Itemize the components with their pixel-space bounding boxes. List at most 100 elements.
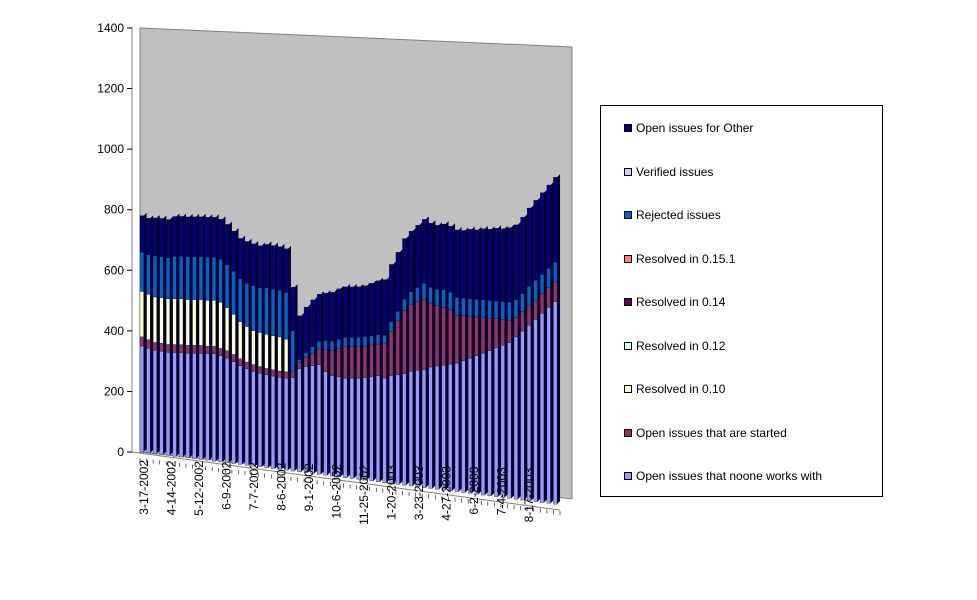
bar-segment: [284, 339, 289, 373]
bar-segment: [257, 366, 262, 374]
bar-segment: [553, 301, 558, 505]
x-tick-label: 10-6-2002: [330, 464, 344, 519]
bar-segment: [356, 286, 361, 338]
bar-segment: [323, 293, 328, 341]
bar-segment: [507, 302, 512, 321]
bar-stack: [349, 283, 357, 479]
bar-stack: [231, 228, 239, 464]
bar-segment: [317, 341, 321, 350]
bar-stack: [507, 224, 515, 499]
bar-side: [543, 189, 547, 503]
x-axis: 3-17-2002 4-14-2002 5-12-2002 6-9-2002 7-7-2…: [137, 458, 561, 525]
bar-segment: [422, 219, 426, 284]
bar-segment: [185, 216, 190, 257]
bar-stack: [198, 213, 206, 460]
bar-stack: [185, 213, 193, 458]
bar-segment: [172, 216, 177, 257]
bar-stack: [244, 238, 252, 466]
bar-segment: [185, 299, 190, 346]
bar-segment: [271, 375, 276, 469]
bar-segment: [185, 353, 190, 458]
bar-segment: [330, 340, 335, 351]
bar-segment: [205, 353, 210, 461]
bar-segment: [244, 326, 249, 363]
bar-segment: [323, 340, 328, 350]
bar-segment: [257, 373, 262, 468]
bar-segment: [139, 336, 144, 347]
bar-stack: [369, 280, 377, 482]
bar-segment: [435, 225, 440, 290]
bar-segment: [330, 350, 335, 376]
bar-segment: [179, 216, 184, 257]
bar-segment: [520, 293, 525, 312]
bar-segment: [461, 230, 466, 299]
bar-segment: [277, 370, 282, 378]
bar-side: [360, 283, 364, 480]
bar-segment: [336, 376, 341, 477]
legend-label: Open issues that are started: [636, 425, 787, 440]
bar-segment: [527, 207, 531, 287]
bar-side: [452, 223, 456, 491]
bar-segment: [356, 337, 361, 347]
legend-label: Resolved in 0.15.1: [636, 251, 736, 266]
bar-segment: [277, 290, 282, 338]
bar-side: [412, 228, 416, 486]
legend-swatch: [624, 298, 632, 306]
bar-segment: [513, 224, 518, 300]
bar-segment: [369, 283, 374, 336]
bar-segment: [553, 281, 558, 302]
bar-stack: [271, 242, 278, 469]
bar-stack: [435, 222, 442, 490]
legend-item: Resolved in 0.10: [624, 382, 725, 396]
bar-side: [432, 220, 436, 489]
bar-side: [228, 221, 232, 463]
bar-stack: [540, 189, 547, 503]
bar-segment: [507, 227, 512, 303]
bar-segment: [533, 299, 538, 320]
legend-item: Open issues for Other: [624, 121, 753, 135]
bar-stack: [297, 312, 305, 473]
x-tick-label: 3-23-2003: [412, 465, 426, 520]
x-tick-label: 8-17-2003: [522, 467, 536, 522]
legend-swatch: [624, 124, 632, 132]
bar-segment: [264, 244, 269, 288]
bar-segment: [264, 374, 269, 468]
bar-segment: [474, 229, 479, 300]
bar-segment: [454, 297, 459, 316]
y-tick-label: 1200: [97, 82, 124, 96]
bar-segment: [435, 305, 440, 367]
bar-segment: [257, 245, 262, 288]
bar-segment: [310, 299, 315, 347]
bar-segment: [369, 335, 374, 346]
bar-stack: [553, 174, 561, 505]
bar-stack: [454, 226, 462, 492]
bar-segment: [500, 301, 505, 320]
bar-segment: [205, 346, 210, 354]
bar-segment: [461, 297, 466, 316]
bar-side: [537, 197, 541, 502]
bar-stack: [166, 216, 173, 456]
bar-stack: [212, 214, 219, 462]
bar-stack: [146, 215, 154, 453]
y-tick-label: 400: [104, 324, 124, 338]
bar-stack: [317, 291, 324, 475]
bar-segment: [382, 279, 387, 336]
bar-segment: [474, 316, 479, 356]
bar-segment: [323, 371, 328, 476]
bar-segment: [376, 375, 381, 482]
bar-side: [327, 290, 331, 476]
bar-segment: [264, 334, 269, 369]
bar-side: [478, 226, 482, 495]
bar-segment: [257, 287, 262, 333]
bar-segment: [251, 330, 256, 365]
bar-segment: [362, 285, 367, 337]
bar-stack: [389, 261, 396, 484]
bar-segment: [198, 216, 203, 257]
legend-swatch: [624, 341, 632, 350]
bar-segment: [422, 299, 426, 370]
bar-segment: [251, 243, 256, 286]
y-tick-label: 1400: [97, 21, 124, 35]
bar-segment: [179, 344, 184, 353]
bar-segment: [212, 217, 216, 258]
bar-segment: [330, 375, 335, 477]
